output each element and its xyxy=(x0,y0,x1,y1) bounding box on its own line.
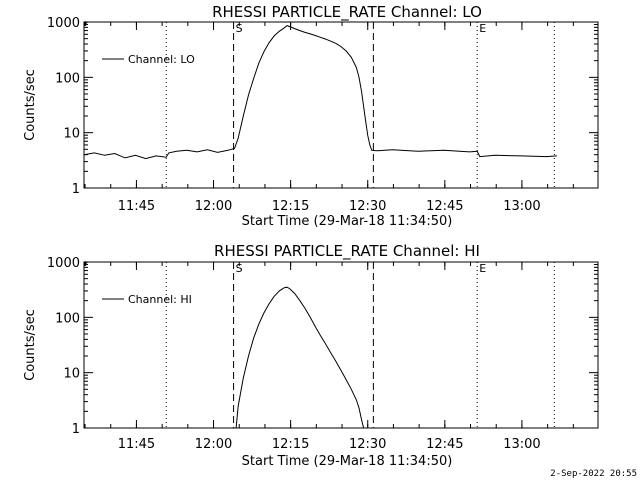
x-tick-label: 12:15 xyxy=(272,199,309,214)
lo-channel-panel: RHESSI PARTICLE_RATE Channel: LO 1 10 100 10… xyxy=(23,3,599,229)
y-tick-label: 1000 xyxy=(47,16,80,31)
footer-timestamp: 2-Sep-2022 20:55 xyxy=(550,469,637,479)
hi-channel-panel: RHESSI PARTICLE_RATE Channel: HI 1 10 100 10… xyxy=(23,242,599,469)
plot-frame xyxy=(83,261,599,429)
x-tick-label: 12:00 xyxy=(195,437,232,452)
marker-label-s: S xyxy=(236,22,243,35)
y-tick-label: 100 xyxy=(55,311,80,326)
corner-mark: * xyxy=(83,19,89,32)
y-tick-label: 100 xyxy=(55,71,80,86)
x-tick-label: 12:15 xyxy=(272,437,309,452)
y-tick-label: 1000 xyxy=(47,256,80,271)
marker-label-s: S xyxy=(236,262,243,275)
chart-title: RHESSI PARTICLE_RATE Channel: LO xyxy=(212,3,482,22)
y-tick-label: 10 xyxy=(63,367,80,382)
legend-label: Channel: HI xyxy=(128,293,192,306)
x-tick-label: 12:30 xyxy=(349,199,386,214)
x-tick-label: 13:00 xyxy=(503,437,540,452)
plot-frame xyxy=(83,21,599,189)
marker-label-e: E xyxy=(479,22,486,35)
x-tick-label: 12:45 xyxy=(426,437,463,452)
y-tick-label: 1 xyxy=(72,182,80,197)
y-axis-label: Counts/sec xyxy=(23,309,38,381)
series-line-0 xyxy=(235,286,365,429)
series-line-0 xyxy=(83,25,557,160)
chart-title: RHESSI PARTICLE_RATE Channel: HI xyxy=(214,242,480,261)
x-tick-label: 13:00 xyxy=(503,199,540,214)
y-axis-label: Counts/sec xyxy=(23,69,38,141)
y-tick-label: 1 xyxy=(72,422,80,437)
y-tick-label: 10 xyxy=(63,127,80,142)
x-tick-label: 12:45 xyxy=(426,199,463,214)
x-tick-label: 12:00 xyxy=(195,199,232,214)
corner-mark: * xyxy=(83,259,89,272)
x-axis-label: Start Time (29-Mar-18 11:34:50) xyxy=(242,454,453,469)
legend-label: Channel: LO xyxy=(128,53,195,66)
x-tick-label: 12:30 xyxy=(349,437,386,452)
x-tick-label: 11:45 xyxy=(118,199,155,214)
x-tick-label: 11:45 xyxy=(118,437,155,452)
x-axis-label: Start Time (29-Mar-18 11:34:50) xyxy=(242,214,453,229)
marker-label-e: E xyxy=(479,262,486,275)
